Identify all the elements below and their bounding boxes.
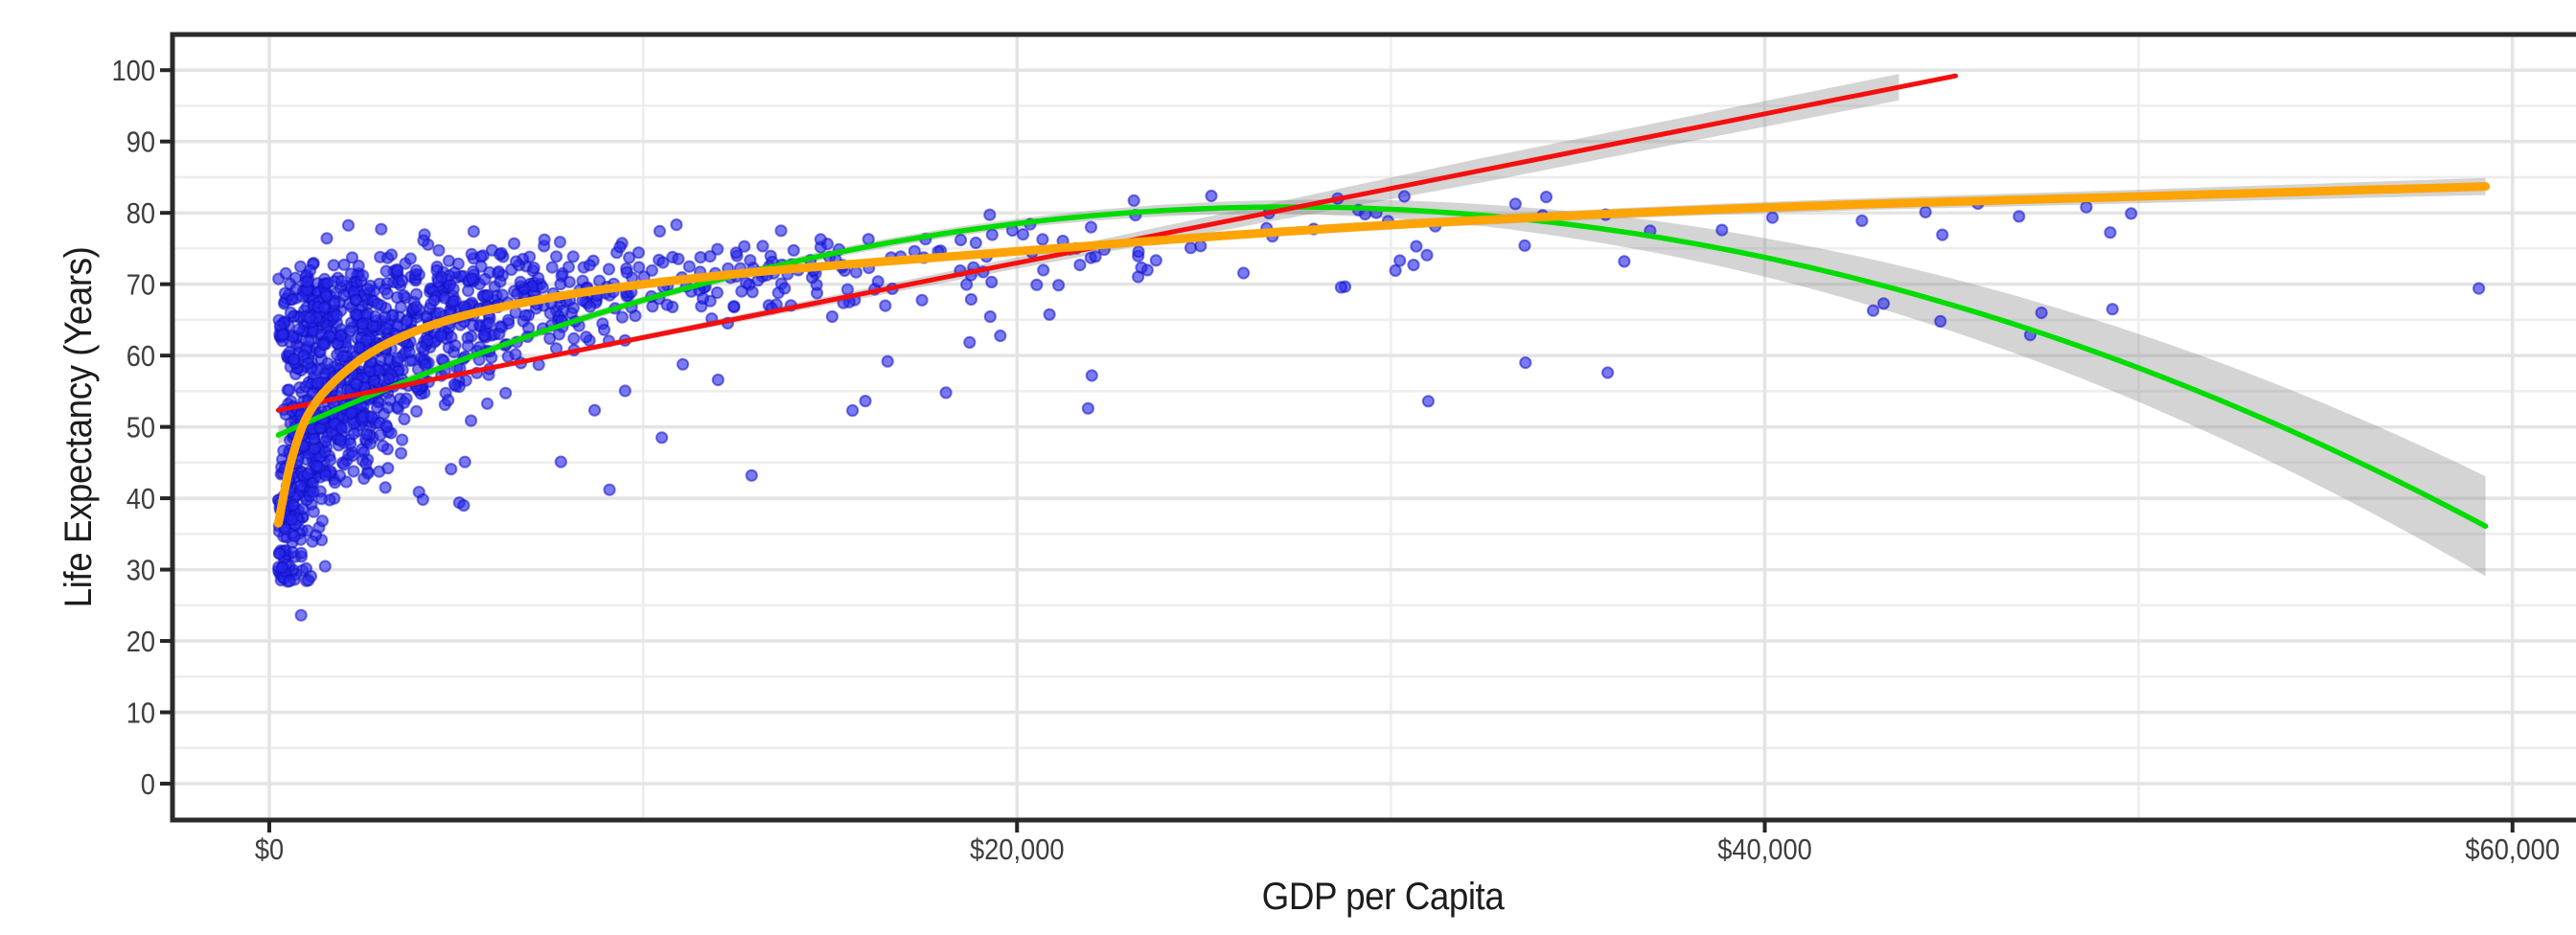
confidence-ribbons [278,74,2486,577]
gridlines [172,34,2576,820]
smooth-fit-line [273,182,2491,528]
y-tick-label: 80 [126,196,155,230]
y-tick-label: 10 [126,696,155,730]
fit-lines [273,73,2491,530]
y-tick-label: 70 [126,268,155,302]
x-tick-label: $60,000 [2465,832,2560,866]
y-tick-label: 50 [126,411,155,445]
x-tick-label: $0 [255,832,284,866]
y-tick-label: 100 [112,54,156,87]
y-tick-label: 0 [141,767,155,801]
y-tick-label: 30 [126,554,155,587]
y-tick-label: 60 [126,339,155,373]
y-tick-label: 40 [126,482,155,515]
y-axis-title: Life Expectancy (Years) [58,246,100,608]
gdp-life-expectancy-chart: $0 $20,000 $40,000 $60,000 0 10 20 30 40 50 60 70 80… [38,15,2576,918]
x-axis-title: GDP per Capita [1261,876,1505,918]
quadratic-fit-line [275,204,2489,530]
x-tick-label: $40,000 [1717,832,1812,866]
y-tick-label: 20 [126,625,155,658]
y-tick-label: 90 [126,125,155,159]
chart-canvas: $0 $20,000 $40,000 $60,000 0 10 20 30 40 50 60 70 80… [112,32,2576,866]
axes: $0 $20,000 $40,000 $60,000 0 10 20 30 40 50 60 70 80… [112,54,2561,866]
x-tick-label: $20,000 [970,832,1065,866]
quadratic-fit-ribbon [278,199,2486,577]
